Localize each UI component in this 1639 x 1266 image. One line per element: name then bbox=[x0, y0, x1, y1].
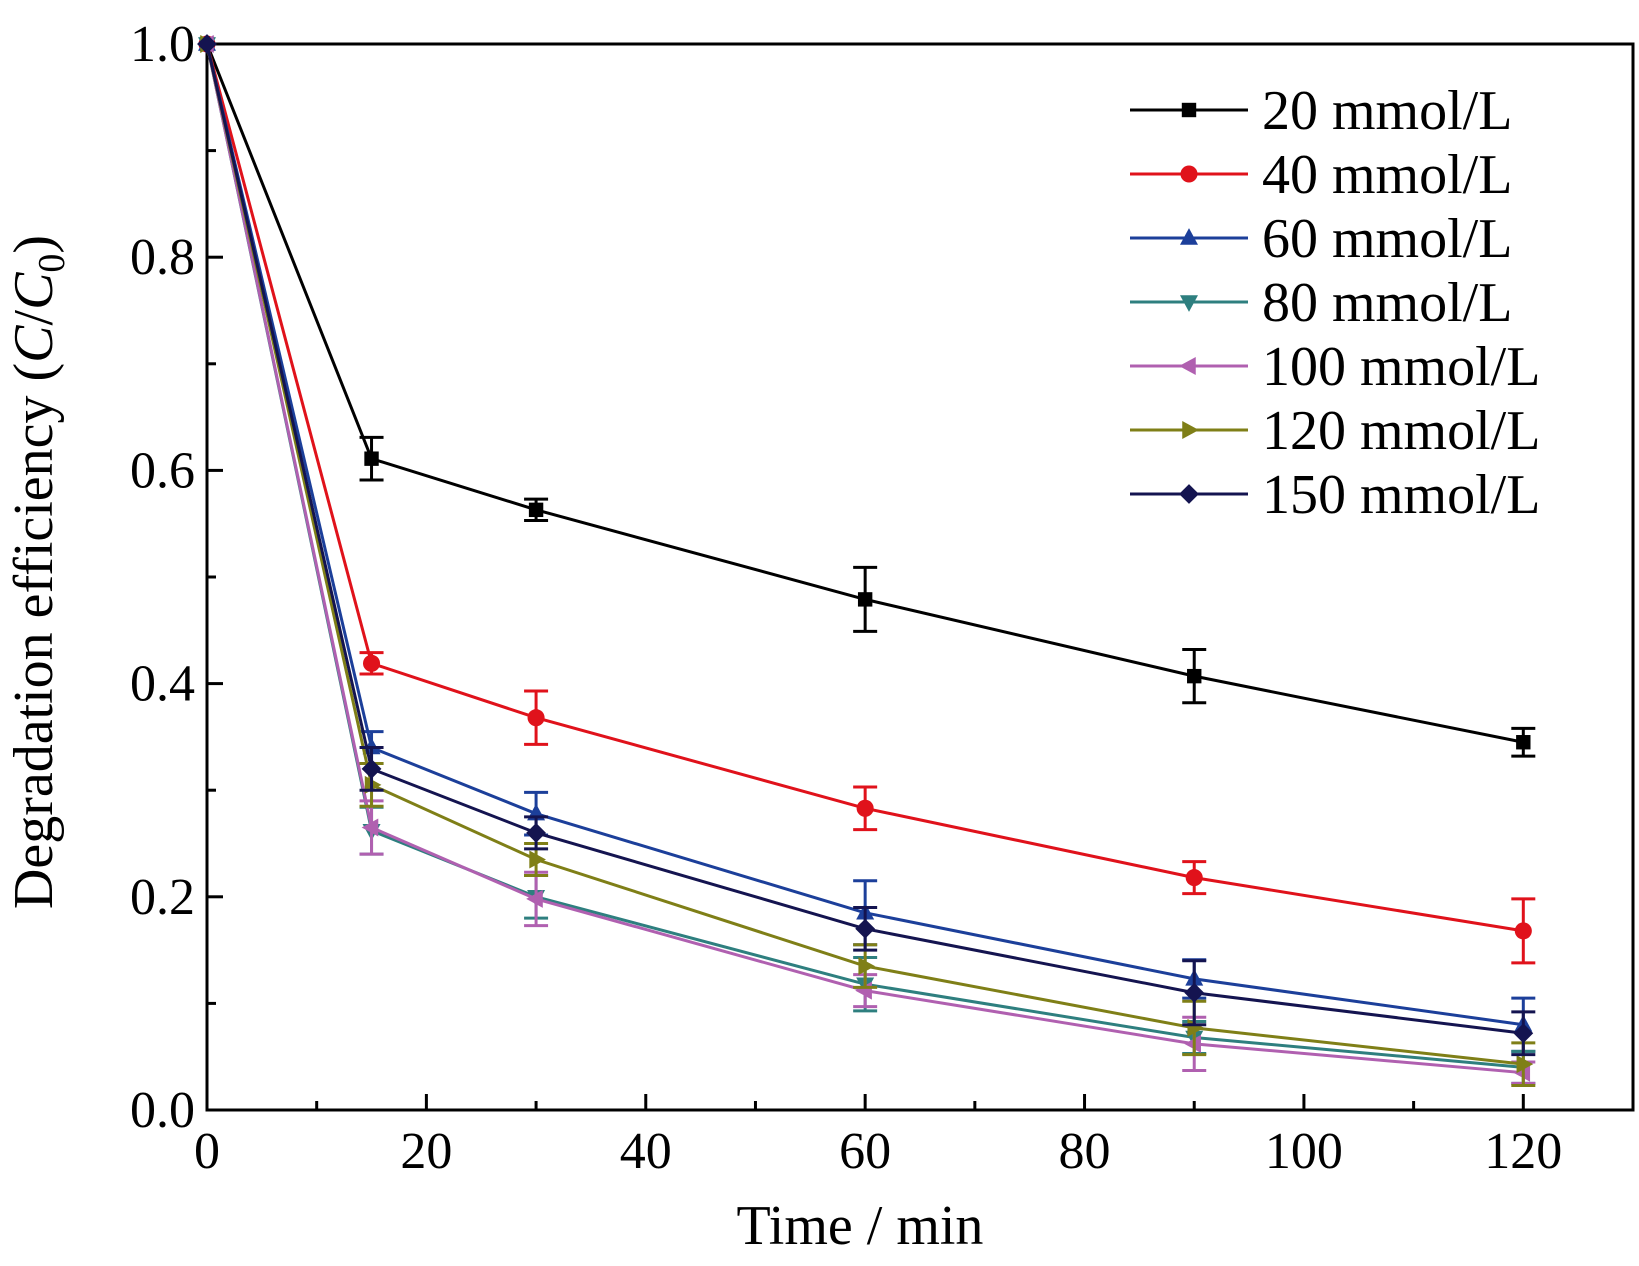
legend-marker bbox=[1180, 295, 1198, 312]
data-point bbox=[1184, 982, 1205, 1003]
legend-marker bbox=[1181, 102, 1197, 118]
series-line bbox=[205, 43, 1524, 1075]
data-point bbox=[856, 799, 874, 817]
data-point bbox=[1516, 735, 1531, 750]
series-line bbox=[205, 43, 1524, 1027]
data-point bbox=[1184, 1034, 1201, 1053]
x-axis-ticks: 0 20 40 60 80 100 120 bbox=[194, 1094, 1635, 1180]
data-point bbox=[858, 957, 876, 976]
legend-label: 80 mmol/L bbox=[1262, 272, 1512, 334]
y-axis-title: Degradation efficiency (C/C0) bbox=[3, 235, 73, 909]
series-0 bbox=[199, 36, 1536, 758]
series-line bbox=[205, 43, 1524, 1035]
x-tick-label: 0 bbox=[194, 1123, 220, 1180]
legend-item: 120 mmol/L bbox=[1130, 400, 1540, 462]
y-tick-label: 1.0 bbox=[130, 16, 195, 73]
data-point bbox=[857, 592, 873, 607]
x-tick-label: 20 bbox=[400, 1123, 452, 1180]
legend-label: 150 mmol/L bbox=[1262, 464, 1540, 526]
legend-label: 100 mmol/L bbox=[1262, 336, 1540, 398]
data-point bbox=[197, 34, 217, 54]
x-tick-label: 100 bbox=[1265, 1123, 1343, 1180]
legend-label: 60 mmol/L bbox=[1262, 208, 1512, 270]
series-line bbox=[205, 43, 1524, 744]
data-point bbox=[1187, 668, 1202, 684]
legend-marker bbox=[1180, 228, 1198, 245]
x-tick-label: 80 bbox=[1059, 1123, 1111, 1180]
data-point bbox=[526, 822, 546, 843]
data-point bbox=[1513, 1063, 1531, 1082]
legend-label: 40 mmol/L bbox=[1262, 144, 1512, 206]
y-tick-label: 0.0 bbox=[130, 1082, 195, 1139]
x-tick-label: 40 bbox=[620, 1123, 672, 1180]
y-tick-label: 0.6 bbox=[130, 442, 195, 499]
legend-label: 20 mmol/L bbox=[1262, 80, 1512, 142]
legend-item: 20 mmol/L bbox=[1130, 80, 1512, 142]
legend-item: 80 mmol/L bbox=[1130, 272, 1512, 334]
data-point bbox=[528, 502, 544, 518]
y-tick-label: 0.4 bbox=[130, 656, 195, 713]
legend-marker bbox=[1179, 357, 1196, 375]
legend-item: 60 mmol/L bbox=[1130, 208, 1512, 270]
data-point bbox=[361, 818, 379, 837]
series-1 bbox=[198, 35, 1536, 965]
data-point bbox=[529, 850, 546, 869]
legend-marker bbox=[1182, 421, 1199, 439]
legend-marker bbox=[1179, 484, 1199, 504]
series-6 bbox=[197, 34, 1536, 1057]
legend-item: 100 mmol/L bbox=[1130, 336, 1540, 398]
x-tick-label: 120 bbox=[1484, 1123, 1562, 1180]
data-point bbox=[1514, 922, 1532, 940]
data-point bbox=[361, 758, 382, 779]
data-point bbox=[527, 709, 545, 727]
y-tick-label: 0.8 bbox=[130, 229, 195, 286]
legend-label: 120 mmol/L bbox=[1262, 400, 1540, 462]
legend-item: 150 mmol/L bbox=[1130, 464, 1540, 526]
data-point bbox=[526, 889, 543, 908]
data-point bbox=[364, 451, 379, 466]
data-point bbox=[855, 918, 876, 939]
data-point bbox=[1185, 869, 1203, 887]
series-layer bbox=[197, 34, 1536, 1087]
series-line bbox=[205, 43, 1524, 1066]
data-point bbox=[1513, 1023, 1534, 1044]
legend-item: 40 mmol/L bbox=[1130, 144, 1512, 206]
y-axis-ticks: 0.0 0.2 0.4 0.6 0.8 1.0 bbox=[130, 16, 223, 1139]
data-point bbox=[1516, 1055, 1534, 1074]
x-axis-title: Time / min bbox=[737, 1195, 984, 1257]
series-line bbox=[205, 43, 1524, 933]
y-tick-label: 0.2 bbox=[130, 869, 195, 926]
data-point bbox=[362, 654, 381, 672]
legend: 20 mmol/L40 mmol/L60 mmol/L80 mmol/L100 … bbox=[1130, 80, 1540, 526]
legend-marker bbox=[1180, 165, 1198, 183]
x-tick-label: 60 bbox=[839, 1123, 891, 1180]
